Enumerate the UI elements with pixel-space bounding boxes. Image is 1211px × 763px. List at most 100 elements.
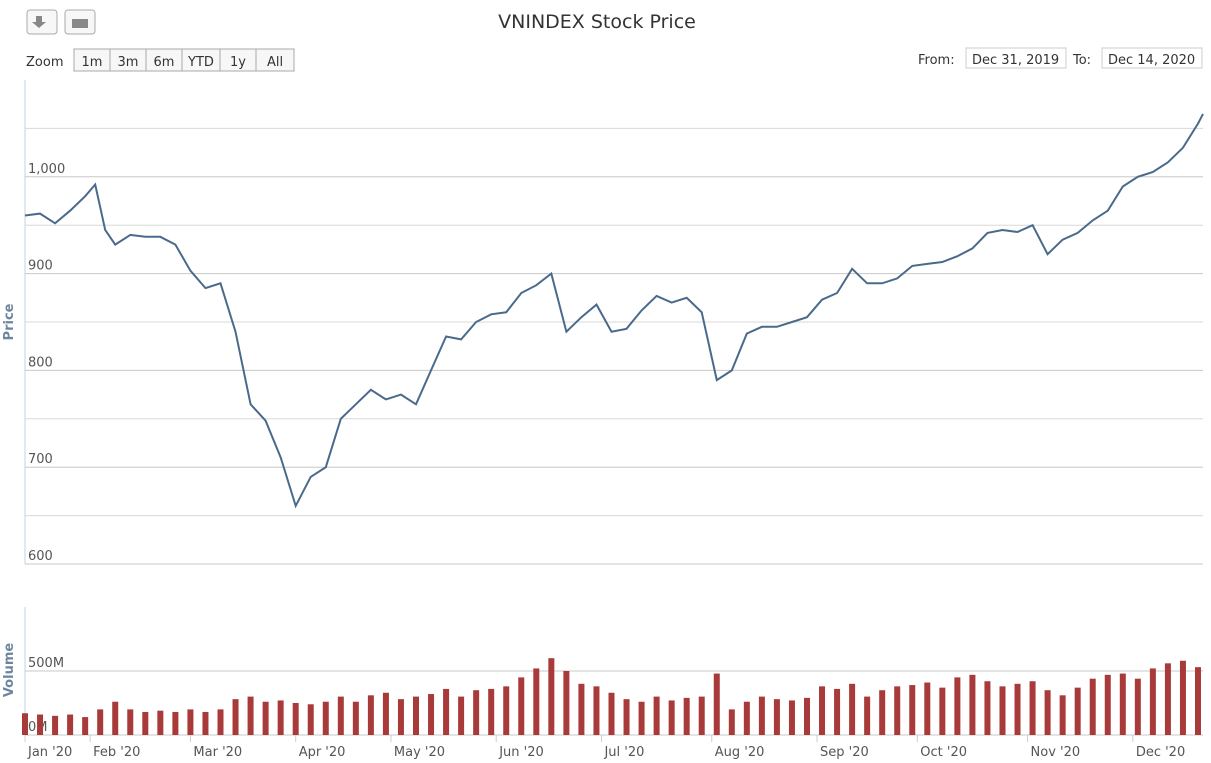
zoom-button-label: 3m [118, 55, 139, 70]
volume-bar [247, 696, 254, 735]
x-tick-label: Oct '20 [920, 745, 967, 760]
volume-bar [909, 685, 916, 735]
volume-bar [1134, 678, 1141, 735]
volume-bar [337, 696, 344, 735]
volume-bar [954, 677, 961, 735]
x-tick-label: Jul '20 [603, 745, 644, 760]
volume-bar [1194, 667, 1201, 735]
x-tick-label: Aug '20 [715, 745, 765, 760]
volume-bar [743, 701, 750, 735]
volume-bar [728, 709, 735, 735]
zoom-button-label: All [267, 55, 283, 70]
volume-bar [157, 710, 164, 735]
volume-bar [307, 704, 314, 735]
y-tick-label: 1,000 [28, 162, 65, 177]
volume-bar [1119, 673, 1126, 735]
volume-bar [683, 697, 690, 735]
volume-bar [834, 688, 841, 735]
volume-bar [412, 696, 419, 735]
x-tick-label: Jan '20 [27, 745, 72, 760]
volume-bar [277, 700, 284, 735]
volume-bar [788, 700, 795, 735]
volume-bar [668, 700, 675, 735]
zoom-button-label: 1y [230, 55, 246, 70]
zoom-button-label: YTD [187, 55, 214, 70]
volume-bar [518, 677, 525, 735]
volume-bar [22, 713, 28, 735]
x-tick-label: Jun '20 [498, 745, 544, 760]
volume-bar [1149, 668, 1156, 735]
volume-bar [292, 703, 299, 735]
volume-bar [1014, 683, 1021, 735]
x-tick-label: May '20 [394, 745, 445, 760]
volume-bar [97, 709, 104, 735]
volume-bar [1059, 695, 1066, 735]
volume-bar [1164, 663, 1171, 735]
volume-bar [217, 709, 224, 735]
zoom-button-label: 6m [154, 55, 175, 70]
volume-bar [352, 701, 359, 735]
x-tick-label: Dec '20 [1136, 745, 1185, 760]
volume-bar [202, 711, 209, 735]
volume-bar [608, 692, 615, 735]
y-tick-label: 500M [28, 656, 64, 671]
y-tick-label: 900 [28, 259, 53, 274]
volume-bar [924, 682, 931, 735]
volume-bar [969, 674, 976, 735]
volume-bar [397, 699, 404, 735]
y-tick-label: 800 [28, 355, 53, 370]
volume-bar [653, 696, 660, 735]
zoom-button-label: 1m [82, 55, 103, 70]
zoom-buttons: 1m 3m 6m YTD 1y All [73, 48, 295, 72]
volume-bar [984, 681, 991, 735]
to-input[interactable] [1101, 47, 1203, 69]
volume-bar [819, 686, 826, 735]
volume-bar [37, 714, 44, 735]
y-tick-label: 700 [28, 452, 53, 467]
chart-title: VNINDEX Stock Price [498, 11, 696, 33]
from-value: Dec 31, 2019 [972, 53, 1059, 68]
volume-bar [382, 692, 389, 735]
volume-bar [638, 701, 645, 735]
x-tick-label: Mar '20 [193, 745, 242, 760]
volume-bar [593, 686, 600, 735]
volume-bar [443, 688, 450, 735]
volume-bar [533, 668, 540, 735]
volume-bar [367, 695, 374, 735]
volume-bar [548, 658, 555, 735]
from-input[interactable] [965, 47, 1067, 69]
x-tick-label: Nov '20 [1031, 745, 1081, 760]
volume-bar [458, 696, 465, 735]
volume-bar [1074, 687, 1081, 735]
y-axis-title: Volume [2, 643, 17, 698]
volume-bar [1179, 660, 1186, 735]
y-tick-label: 600 [28, 549, 53, 564]
zoom-button[interactable] [255, 48, 295, 72]
volume-bar [473, 690, 480, 735]
download-icon [32, 16, 46, 28]
export-icons [26, 9, 96, 35]
volume-bar [172, 711, 179, 735]
to-value: Dec 14, 2020 [1108, 53, 1195, 68]
zoom-label: Zoom [26, 55, 63, 70]
y-axis-title: Price [2, 303, 17, 340]
volume-bar [428, 694, 435, 735]
volume-bar [112, 701, 119, 735]
volume-bar [773, 699, 780, 735]
volume-bar [82, 717, 89, 735]
volume-bar [713, 673, 720, 735]
volume-bar [232, 699, 239, 735]
from-label: From: [918, 53, 955, 68]
volume-bar [52, 715, 59, 735]
x-tick-label: Sep '20 [820, 745, 869, 760]
volume-bar [262, 701, 269, 735]
volume-bar [698, 696, 705, 735]
volume-bar [1029, 681, 1036, 735]
volume-bar [503, 686, 510, 735]
volume-bar [1089, 678, 1096, 735]
volume-bar [488, 688, 495, 735]
volume-bar [127, 709, 134, 735]
volume-bar [1044, 690, 1051, 735]
